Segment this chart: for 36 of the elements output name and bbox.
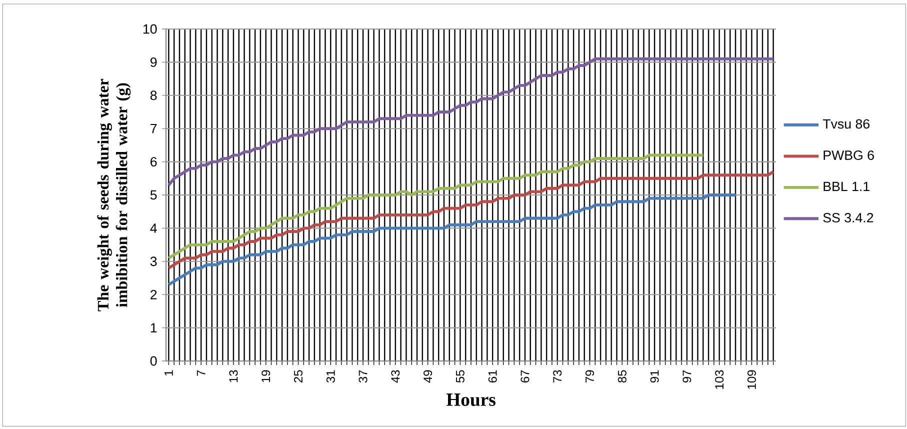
y-tick-label: 7	[150, 124, 157, 134]
y-tick-label: 4	[150, 224, 157, 233]
x-tick-label: 103	[715, 370, 724, 389]
y-tick-label: 8	[150, 90, 157, 100]
x-tick-label: 61	[488, 370, 497, 382]
x-axis-title: Hours	[446, 394, 496, 406]
legend-label: BBL 1.1	[824, 182, 870, 191]
x-tick-label: 31	[326, 370, 335, 383]
y-tick-label: 3	[150, 256, 157, 266]
x-tick-label: 91	[650, 370, 659, 382]
x-tick-label: 7	[196, 370, 206, 376]
x-tick-label: 49	[424, 370, 432, 383]
y-tick-label: 2	[150, 290, 157, 300]
x-tick-label: 1	[164, 370, 173, 376]
x-tick-label: 109	[747, 370, 756, 389]
legend-label: Tvsu 86	[822, 119, 870, 129]
y-axis-title: The weight of seeds during water imbibition for distilled water (g)	[97, 78, 131, 312]
x-tick-label: 73	[553, 370, 562, 382]
x-tick-label: 25	[294, 370, 303, 382]
y-tick-label: 9	[150, 57, 157, 67]
legend-label: SS 3.4.2	[823, 213, 874, 222]
x-tick-label: 55	[456, 370, 464, 383]
y-tick-label: 5	[150, 190, 157, 200]
x-tick-label: 37	[358, 370, 368, 383]
x-tick-label: 43	[391, 370, 400, 383]
legend-label: PWBG 6	[824, 150, 874, 160]
x-tick-label: 13	[229, 370, 238, 382]
y-tick-label: 6	[150, 157, 157, 167]
x-tick-label: 67	[520, 370, 530, 382]
x-tick-label: 19	[262, 370, 270, 382]
y-tick-label: 1	[150, 323, 157, 332]
x-tick-label: 85	[618, 370, 626, 383]
x-tick-label: 79	[586, 370, 594, 382]
y-tick-label: 0	[150, 356, 157, 366]
x-tick-label: 97	[682, 370, 692, 382]
y-tick-label: 10	[143, 24, 157, 34]
